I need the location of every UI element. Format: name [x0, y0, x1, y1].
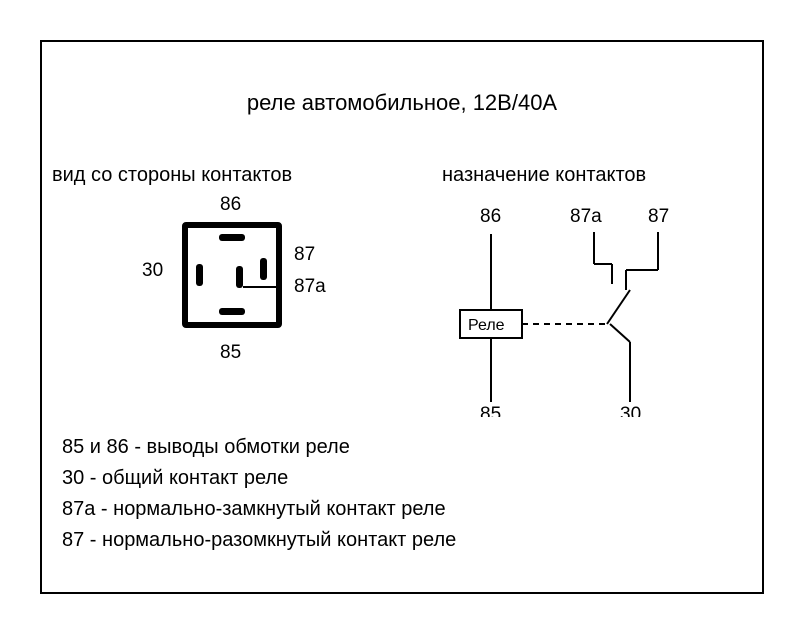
svg-text:87а: 87а — [570, 206, 602, 227]
relay-footprint: 86 85 30 87 87а — [102, 182, 362, 412]
page: реле автомобильное, 12В/40А вид со сторо… — [0, 0, 804, 626]
outer-frame: реле автомобильное, 12В/40А вид со сторо… — [40, 40, 764, 594]
legend: 85 и 86 - выводы обмотки реле 30 - общий… — [62, 432, 742, 556]
label-87a: 87а — [294, 276, 326, 298]
relay-outline — [182, 222, 282, 328]
svg-text:Реле: Реле — [468, 317, 505, 334]
svg-text:85: 85 — [480, 404, 501, 417]
legend-line-1: 85 и 86 - выводы обмотки реле — [62, 432, 742, 463]
pin-86 — [219, 234, 245, 241]
pin-30 — [196, 264, 203, 286]
lead-87a — [243, 286, 281, 288]
legend-line-3: 87а - нормально-замкнутый контакт реле — [62, 494, 742, 525]
label-30: 30 — [142, 260, 163, 282]
legend-line-4: 87 - нормально-разомкнутый контакт реле — [62, 525, 742, 556]
right-heading: назначение контактов — [442, 164, 646, 187]
svg-text:86: 86 — [480, 206, 501, 227]
label-85: 85 — [220, 342, 241, 364]
legend-line-2: 30 - общий контакт реле — [62, 463, 742, 494]
label-87: 87 — [294, 244, 315, 266]
diagram-title: реле автомобильное, 12В/40А — [42, 90, 762, 116]
label-86: 86 — [220, 194, 241, 216]
pin-87a — [236, 266, 243, 288]
relay-schematic: Реле 86 85 87а 87 30 — [442, 192, 722, 422]
svg-text:30: 30 — [620, 404, 641, 417]
svg-text:87: 87 — [648, 206, 669, 227]
schematic-svg: Реле 86 85 87а 87 30 — [442, 192, 722, 417]
pin-87 — [260, 258, 267, 280]
pin-85 — [219, 308, 245, 315]
